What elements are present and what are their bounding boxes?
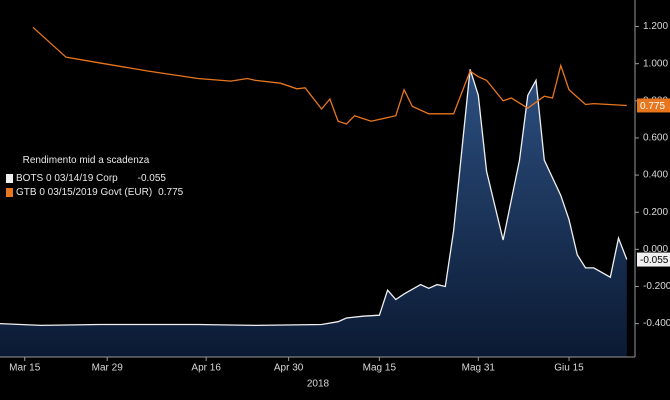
y-tick-label: 1.200: [643, 21, 668, 32]
legend-value: 0.775: [158, 186, 184, 198]
x-tick-label: Apr 16: [191, 363, 221, 374]
y-tick-label: 1.000: [643, 58, 668, 69]
legend-swatch: [6, 187, 13, 197]
legend-entry: BOTS 0 03/14/19 Corp -0.055: [6, 171, 166, 185]
line: [0, 69, 628, 327]
x-tick-label: Mag 31: [462, 363, 496, 374]
area: [0, 69, 627, 358]
x-axis-label: 2018: [307, 379, 330, 390]
x-tick-label: Giu 15: [554, 363, 584, 374]
last-value-label: 0.775: [640, 101, 665, 112]
legend-label: GTB 0 03/15/2019 Govt (EUR): [16, 186, 153, 198]
y-tick-label: 0.600: [643, 133, 668, 144]
x-tick-label: Mar 15: [9, 363, 41, 374]
x-tick-label: Mag 15: [363, 363, 397, 374]
y-tick-label: 0.000: [643, 244, 668, 255]
legend-entry: GTB 0 03/15/2019 Govt (EUR) 0.775: [6, 185, 183, 199]
last-value-label: -0.055: [640, 255, 669, 266]
last-value-box: [637, 98, 670, 113]
legend-label: BOTS 0 03/14/19 Corp: [16, 172, 118, 184]
line: [32, 26, 627, 125]
legend: Rendimento mid a scadenza BOTS 0 03/14/1…: [2, 152, 183, 202]
y-tick-label: 0.400: [643, 170, 668, 181]
y-tick-label: -0.200: [643, 281, 670, 292]
y-tick-label: 0.200: [643, 207, 668, 218]
y-tick-label: -0.400: [643, 318, 670, 329]
legend-value: -0.055: [137, 172, 166, 184]
legend-swatch: [6, 173, 13, 183]
last-value-box: [637, 252, 670, 267]
legend-title: Rendimento mid a scadenza: [22, 155, 150, 166]
x-tick-label: Apr 30: [274, 363, 304, 374]
x-tick-label: Mar 29: [92, 363, 124, 374]
